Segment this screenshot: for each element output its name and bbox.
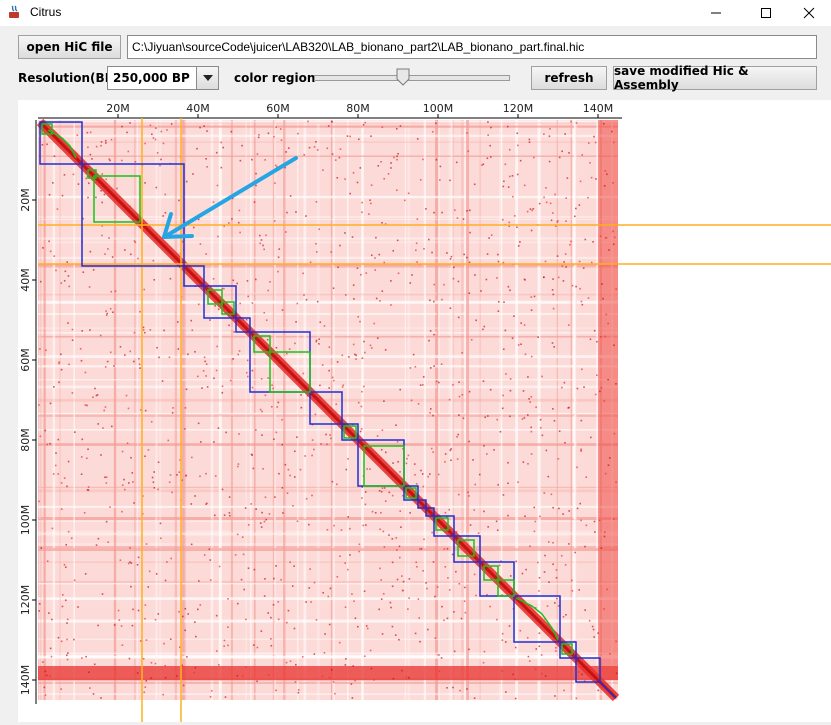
contig-box[interactable] (341, 423, 359, 441)
scaffold-boxes (41, 123, 573, 655)
x-tick-label: 80M (346, 102, 370, 115)
contig-box[interactable] (433, 515, 455, 537)
window-title: Citrus (30, 5, 62, 19)
close-button[interactable] (786, 0, 831, 26)
y-axis-ticks: 20M 40M 60M 80M 100M 120M 140M (19, 188, 36, 695)
contig-boxes (39, 121, 617, 699)
heatmap-noise (38, 120, 618, 700)
x-axis-ticks: 20M 40M 60M 80M 100M 120M 140M (106, 102, 613, 118)
contig-box[interactable] (235, 317, 251, 333)
save-modified-button[interactable]: save modified Hic & Assembly (613, 64, 817, 92)
hic-heatmap-panel[interactable]: 20M 40M 60M 80M 100M 120M 140M 20M 40M 60M 80M 100… (18, 100, 831, 722)
heatmap-streaks (38, 120, 618, 700)
slider-thumb[interactable] (396, 68, 410, 86)
contig-box[interactable] (453, 535, 481, 563)
contig-box[interactable] (559, 641, 577, 659)
y-tick-label: 140M (19, 665, 32, 696)
resolution-select[interactable]: 250,000 BP (107, 66, 219, 90)
bottom-dense-band (38, 666, 618, 680)
y-tick-label: 120M (19, 585, 32, 616)
contig-box[interactable] (425, 507, 435, 517)
contig-box[interactable] (203, 285, 237, 319)
contig-box[interactable] (183, 265, 205, 287)
x-tick-label: 140M (583, 102, 614, 115)
x-tick-label: 100M (423, 102, 454, 115)
y-tick-label: 60M (19, 348, 32, 372)
hic-contact-map[interactable]: 20M 40M 60M 80M 100M 120M 140M 20M 40M 60M 80M 100… (18, 100, 831, 722)
contig-box[interactable] (417, 499, 427, 509)
slider-track (314, 75, 510, 81)
contig-box[interactable] (403, 485, 419, 501)
annotation-arrow (162, 156, 298, 239)
contig-box[interactable] (513, 595, 561, 643)
file-path-field[interactable]: C:\Jiyuan\sourceCode\juicer\LAB320\LAB_b… (127, 35, 817, 59)
maximize-icon (761, 8, 771, 18)
minimize-icon (711, 12, 721, 14)
dropdown-button[interactable] (196, 67, 218, 89)
contig-box[interactable] (81, 163, 185, 267)
resolution-label: Resolution(BP) (18, 71, 119, 85)
contig-box[interactable] (599, 681, 617, 699)
resolution-value: 250,000 BP (113, 71, 190, 85)
maximize-button[interactable] (743, 0, 789, 26)
x-tick-label: 20M (106, 102, 130, 115)
y-tick-label: 40M (19, 268, 32, 292)
contig-box[interactable] (479, 561, 515, 597)
close-icon (803, 7, 815, 19)
minimize-button[interactable] (693, 0, 739, 26)
x-tick-label: 120M (503, 102, 534, 115)
main-diagonal-core (38, 120, 618, 700)
contig-box[interactable] (39, 121, 83, 165)
open-hic-file-button[interactable]: open HiC file (18, 35, 121, 59)
y-tick-label: 100M (19, 505, 32, 536)
refresh-button[interactable]: refresh (531, 66, 607, 90)
contig-box[interactable] (309, 391, 343, 425)
color-region-label: color region (234, 71, 316, 85)
y-tick-label: 20M (19, 188, 32, 212)
y-tick-label: 80M (19, 428, 32, 452)
x-tick-label: 40M (186, 102, 210, 115)
x-tick-label: 60M (266, 102, 290, 115)
chevron-down-icon (202, 75, 213, 81)
title-bar: Citrus (0, 0, 831, 26)
contig-box[interactable] (575, 657, 601, 683)
right-dense-band (598, 120, 618, 680)
color-region-slider[interactable] (314, 66, 510, 88)
java-app-icon (9, 5, 19, 18)
